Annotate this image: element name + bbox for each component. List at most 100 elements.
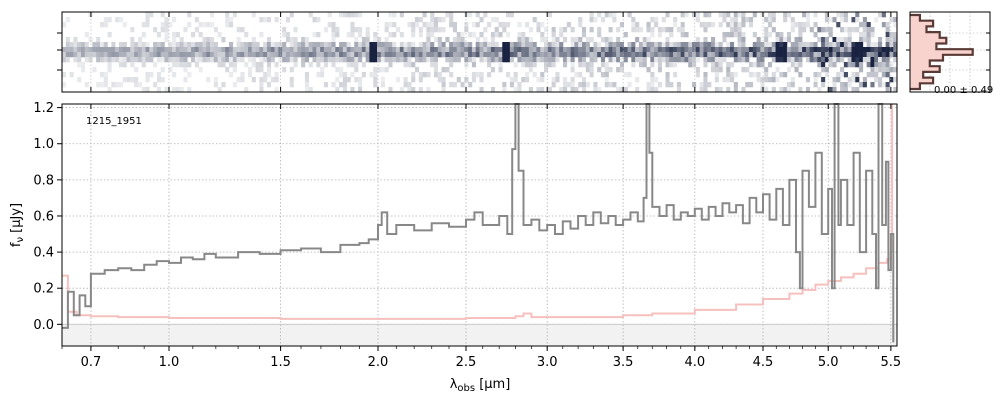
heatmap-cell — [456, 47, 461, 53]
heatmap-cell — [650, 62, 655, 68]
heatmap-cell — [130, 27, 135, 33]
heatmap-cell — [756, 72, 761, 78]
heatmap-cell — [790, 42, 795, 48]
heatmap-cell — [187, 87, 192, 93]
heatmap-cell — [631, 52, 636, 58]
heatmap-cell — [350, 52, 355, 58]
heatmap-cell — [483, 42, 488, 48]
heatmap-cell — [585, 67, 590, 73]
heatmap-cell — [426, 57, 431, 63]
heatmap-cell — [638, 57, 644, 63]
heatmap-cell — [183, 57, 188, 63]
heatmap-cell — [544, 57, 549, 63]
heatmap-cell — [790, 62, 795, 68]
heatmap-cell — [695, 42, 700, 48]
heatmap-cell — [612, 12, 617, 18]
heatmap-cell — [650, 87, 655, 93]
heatmap-cell — [229, 17, 234, 23]
heatmap-cell — [411, 77, 416, 83]
heatmap-cell — [282, 52, 287, 58]
heatmap-cell — [452, 37, 458, 43]
heatmap-cell — [130, 42, 135, 48]
heatmap-cell — [604, 42, 609, 48]
heatmap-cell — [525, 57, 530, 63]
heatmap-cell — [502, 22, 507, 28]
heatmap-cell — [836, 77, 841, 83]
heatmap-cell — [251, 57, 256, 63]
heatmap-cell — [342, 82, 347, 88]
heatmap-cell — [426, 52, 431, 58]
heatmap-cell — [866, 62, 871, 68]
heatmap-cell — [221, 47, 226, 53]
heatmap-cell — [403, 77, 408, 83]
heatmap-cell — [836, 47, 841, 53]
heatmap-cell — [263, 52, 268, 58]
heatmap-cell — [707, 82, 712, 88]
heatmap-cell — [775, 77, 780, 83]
heatmap-cell — [760, 42, 765, 48]
heatmap-cell — [339, 57, 344, 63]
heatmap-cell — [866, 22, 871, 28]
heatmap-cell — [832, 17, 837, 23]
heatmap-cell — [373, 82, 378, 88]
heatmap-cell — [259, 62, 264, 68]
heatmap-cell — [430, 12, 435, 18]
heatmap-cell — [771, 47, 776, 53]
heatmap-cell — [388, 52, 393, 58]
heatmap-cell — [585, 82, 590, 88]
heatmap-cell — [570, 82, 575, 88]
heatmap-cell — [745, 82, 750, 88]
heatmap-cell — [354, 12, 359, 18]
heatmap-cell — [361, 62, 366, 68]
heatmap-cell — [813, 47, 818, 53]
heatmap-cell — [616, 87, 621, 93]
heatmap-cell — [494, 52, 499, 58]
heatmap-cell — [483, 12, 488, 18]
heatmap-cell — [437, 72, 442, 78]
heatmap-cell — [881, 82, 886, 88]
heatmap-cell — [164, 17, 169, 23]
heatmap-cell — [604, 62, 609, 68]
heatmap-cell — [676, 42, 681, 48]
heatmap-cell — [418, 52, 423, 58]
heatmap-cell — [718, 22, 723, 28]
heatmap-cell — [741, 52, 746, 58]
heatmap-cell — [483, 27, 488, 33]
heatmap-cell — [821, 37, 826, 43]
heatmap-cell — [293, 42, 298, 48]
heatmap-cell — [350, 72, 355, 78]
heatmap-cell — [217, 87, 222, 93]
heatmap-cell — [544, 27, 549, 33]
heatmap-cell — [247, 67, 253, 73]
heatmap-cell — [517, 82, 522, 88]
heatmap-cell — [699, 52, 704, 58]
heatmap-cell — [851, 47, 856, 53]
heatmap-cell — [525, 47, 530, 53]
x-tick-label: 5.0 — [818, 355, 839, 370]
heatmap-cell — [145, 22, 150, 28]
heatmap-cell — [703, 22, 708, 28]
heatmap-cell — [153, 27, 158, 33]
heatmap-cell — [339, 72, 344, 78]
heatmap-cell — [638, 47, 644, 53]
heatmap-cell — [460, 52, 465, 58]
heatmap-cell — [490, 57, 495, 63]
heatmap-cell — [794, 67, 799, 73]
heatmap-cell — [695, 72, 700, 78]
heatmap-cell — [92, 52, 97, 58]
heatmap-cell — [722, 32, 727, 38]
heatmap-cell — [551, 82, 556, 88]
heatmap-cell — [748, 22, 754, 28]
heatmap-cell — [604, 67, 609, 73]
heatmap-cell — [418, 72, 423, 78]
x-tick-label: 5.5 — [881, 355, 902, 370]
heatmap-cell — [194, 42, 199, 48]
heatmap-cell — [225, 67, 230, 73]
heatmap-cell — [859, 32, 864, 38]
heatmap-cell — [657, 57, 662, 63]
heatmap-cell — [566, 22, 571, 28]
heatmap-cell — [855, 87, 860, 93]
heatmap-cell — [870, 42, 875, 48]
heatmap-cell — [221, 57, 226, 63]
heatmap-cell — [236, 27, 241, 33]
